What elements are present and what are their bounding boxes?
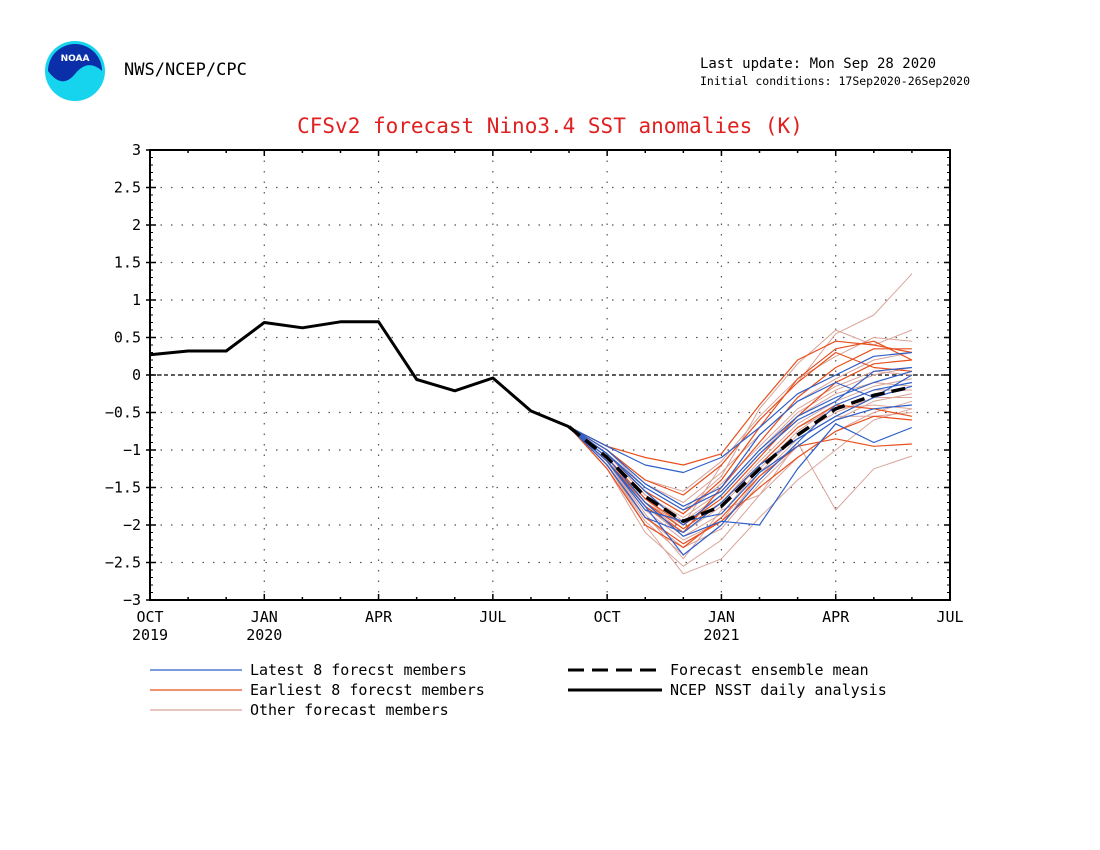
series-latest-member (568, 351, 912, 474)
noaa-logo: NOAA (45, 41, 105, 101)
legend: Latest 8 forecst members Earliest 8 forec… (150, 661, 887, 719)
legend-label-earliest: Earliest 8 forecst members (250, 681, 485, 699)
main-lines (149, 320, 913, 524)
x-tick-label: JUL (479, 608, 506, 626)
x-tick-label: APR (822, 608, 850, 626)
y-tick-label: 0.5 (114, 329, 141, 347)
x-tick-year-label: 2021 (703, 626, 739, 644)
series-other-member (568, 412, 912, 556)
x-tick-label: OCT (594, 608, 621, 626)
grid-lines (150, 150, 950, 600)
x-tick-year-label: 2020 (246, 626, 282, 644)
y-tick-label: −1.5 (105, 479, 141, 497)
initial-conditions: Initial conditions: 17Sep2020-26Sep2020 (700, 74, 971, 88)
y-tick-label: 2.5 (114, 179, 141, 197)
series-analysis-line (149, 320, 570, 429)
legend-label-analysis: NCEP NSST daily analysis (670, 681, 887, 699)
series-latest-member (568, 404, 912, 522)
y-tick-label: 0 (132, 366, 141, 384)
noaa-logo-text: NOAA (61, 54, 90, 64)
y-tick-label: 3 (132, 141, 141, 159)
x-tick-year-label: 2019 (132, 626, 168, 644)
x-tick-label: JUL (936, 608, 963, 626)
y-tick-label: −2 (123, 516, 141, 534)
y-tick-label: 2 (132, 216, 141, 234)
series-latest-member (568, 423, 913, 537)
y-tick-label: −1 (123, 441, 141, 459)
series-latest-member (568, 366, 912, 526)
noaa-logo-bird (48, 44, 102, 82)
y-tick-label: 1.5 (114, 254, 141, 272)
axes: −3−2.5−2−1.5−1−0.500.511.522.53OCT2019JA… (105, 141, 964, 644)
series-latest-member (568, 385, 913, 534)
org-label: NWS/NCEP/CPC (124, 60, 247, 80)
last-update: Last update: Mon Sep 28 2020 (700, 56, 937, 72)
y-tick-label: 1 (132, 291, 141, 309)
series-earliest-member (568, 359, 912, 526)
x-tick-label: OCT (136, 608, 163, 626)
x-tick-label: JAN (708, 608, 735, 626)
series-other-member (568, 400, 913, 567)
forecast-members (568, 273, 913, 575)
y-tick-label: −0.5 (105, 404, 141, 422)
series-latest-member (568, 374, 913, 507)
x-tick-label: JAN (251, 608, 278, 626)
series-other-member (568, 393, 912, 548)
legend-label-mean: Forecast ensemble mean (670, 661, 869, 679)
chart-title: CFSv2 forecast Nino3.4 SST anomalies (K) (297, 114, 803, 138)
legend-label-latest: Latest 8 forecst members (250, 661, 467, 679)
y-tick-label: −3 (123, 591, 141, 609)
legend-label-other: Other forecast members (250, 701, 449, 719)
series-mean-line (567, 385, 913, 524)
x-tick-label: APR (365, 608, 393, 626)
series-latest-member (568, 381, 913, 556)
y-tick-label: −2.5 (105, 554, 141, 572)
series-other-member (568, 408, 913, 575)
series-earliest-member (568, 426, 912, 549)
series-earliest-member (568, 340, 913, 466)
